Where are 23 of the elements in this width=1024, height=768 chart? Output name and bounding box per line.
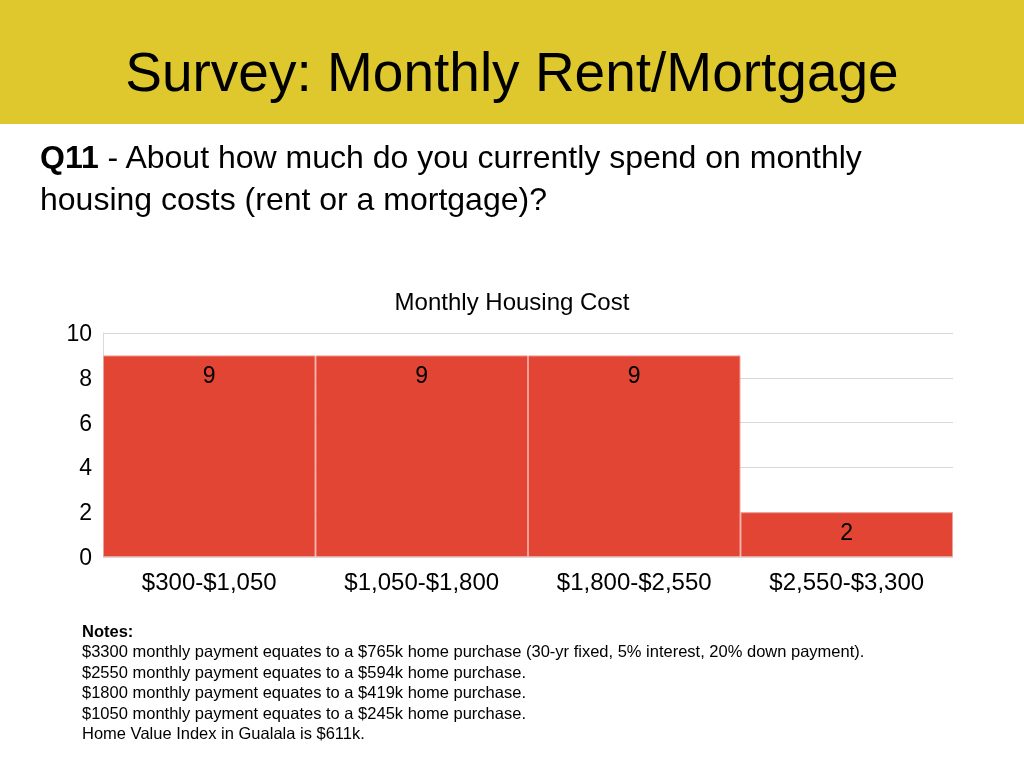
text: $1800 monthly payment equates to a $419k home purchase. [82,682,527,703]
text: $2550 monthly payment equates to a $594k home purchase. [82,661,527,683]
text: Notes: [82,621,135,642]
y-tick-label: 2 [79,499,92,526]
x-tick-label: $2,550-$3,300 [769,567,925,595]
y-tick-label: 8 [79,364,92,391]
y-tick-label: 6 [79,409,92,436]
text: $3300 monthly payment equates to a $765k home purchase (30-yr fixed, 5% interest, 20% down payment). [82,641,866,662]
chart-title: Survey: Monthly Rent/Mortgage [124,40,900,105]
data-label: 9 [202,361,216,388]
y-tick-label: 4 [79,454,93,481]
x-tick-label: $1,050-$1,800 [344,567,500,595]
text: $1050 monthly payment equates to a $245k home purchase. [82,702,527,724]
x-tick-label: $1,800-$2,550 [556,567,712,595]
data-label: 9 [415,361,429,388]
x-tick-label: $300-$1,050 [141,567,277,595]
chart-subtitle: Q11 - About how much do you currently spend on monthly housing costs (rent or a mortgage)? [40,138,863,219]
text: Monthly Housing Cost [394,287,630,315]
data-label: 9 [627,361,641,388]
y-tick-label: 10 [66,320,92,346]
text: Home Value Index in Gualala is $611k. [82,723,366,744]
data-label: 2 [840,518,854,545]
y-tick-label: 0 [79,544,92,570]
